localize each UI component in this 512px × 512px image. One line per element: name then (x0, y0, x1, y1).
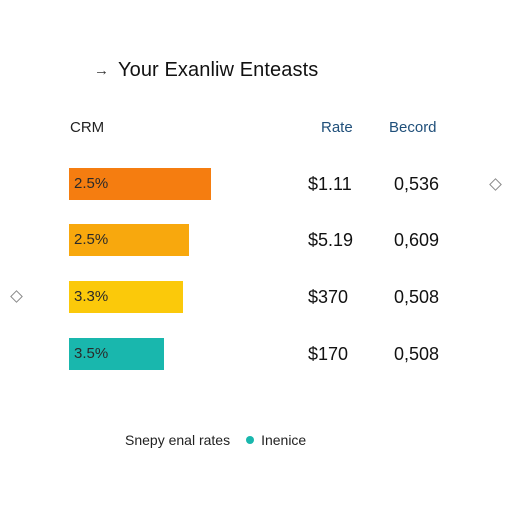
column-header-record[interactable]: Becord (389, 119, 437, 136)
progress-bar (69, 168, 211, 200)
bar-label: 3.5% (74, 345, 109, 362)
legend-dot-icon (246, 436, 255, 444)
record-cell: 0,609 (394, 230, 440, 250)
progress-bar (69, 224, 189, 256)
record-cell: 0,536 (394, 174, 440, 194)
progress-bar (69, 338, 164, 370)
legend: Snepy enal rates Inenice (125, 430, 306, 450)
table-row[interactable]: 3.3% $370 0,508 (0, 281, 512, 313)
record-cell: 0,508 (394, 287, 440, 307)
bar-label: 2.5% (74, 175, 109, 192)
header: → Your Exanliw Enteasts (94, 56, 318, 84)
rate-cell: $5.19 (308, 230, 354, 250)
table-row[interactable]: 2.5% $1.11 0,536 (0, 168, 512, 200)
bar-label: 2.5% (74, 231, 109, 248)
column-header-rate[interactable]: Rate (321, 119, 353, 136)
rate-cell: $1.11 (308, 174, 352, 194)
arrow-right-icon[interactable]: → (94, 61, 109, 79)
column-header-crm: CRM (70, 119, 105, 136)
bar-label: 3.3% (74, 288, 109, 305)
record-cell: 0,508 (394, 344, 440, 364)
page-title: Your Exanliw Enteasts (118, 58, 319, 81)
legend-series-label: Inenice (261, 432, 307, 448)
table-row[interactable]: 2.5% $5.19 0,609 (0, 224, 512, 256)
rate-cell: $370 (308, 287, 349, 307)
legend-label: Snepy enal rates (125, 432, 231, 448)
table-row[interactable]: 3.5% $170 0,508 (0, 338, 512, 370)
progress-bar (69, 281, 183, 313)
rate-cell: $170 (308, 344, 349, 364)
